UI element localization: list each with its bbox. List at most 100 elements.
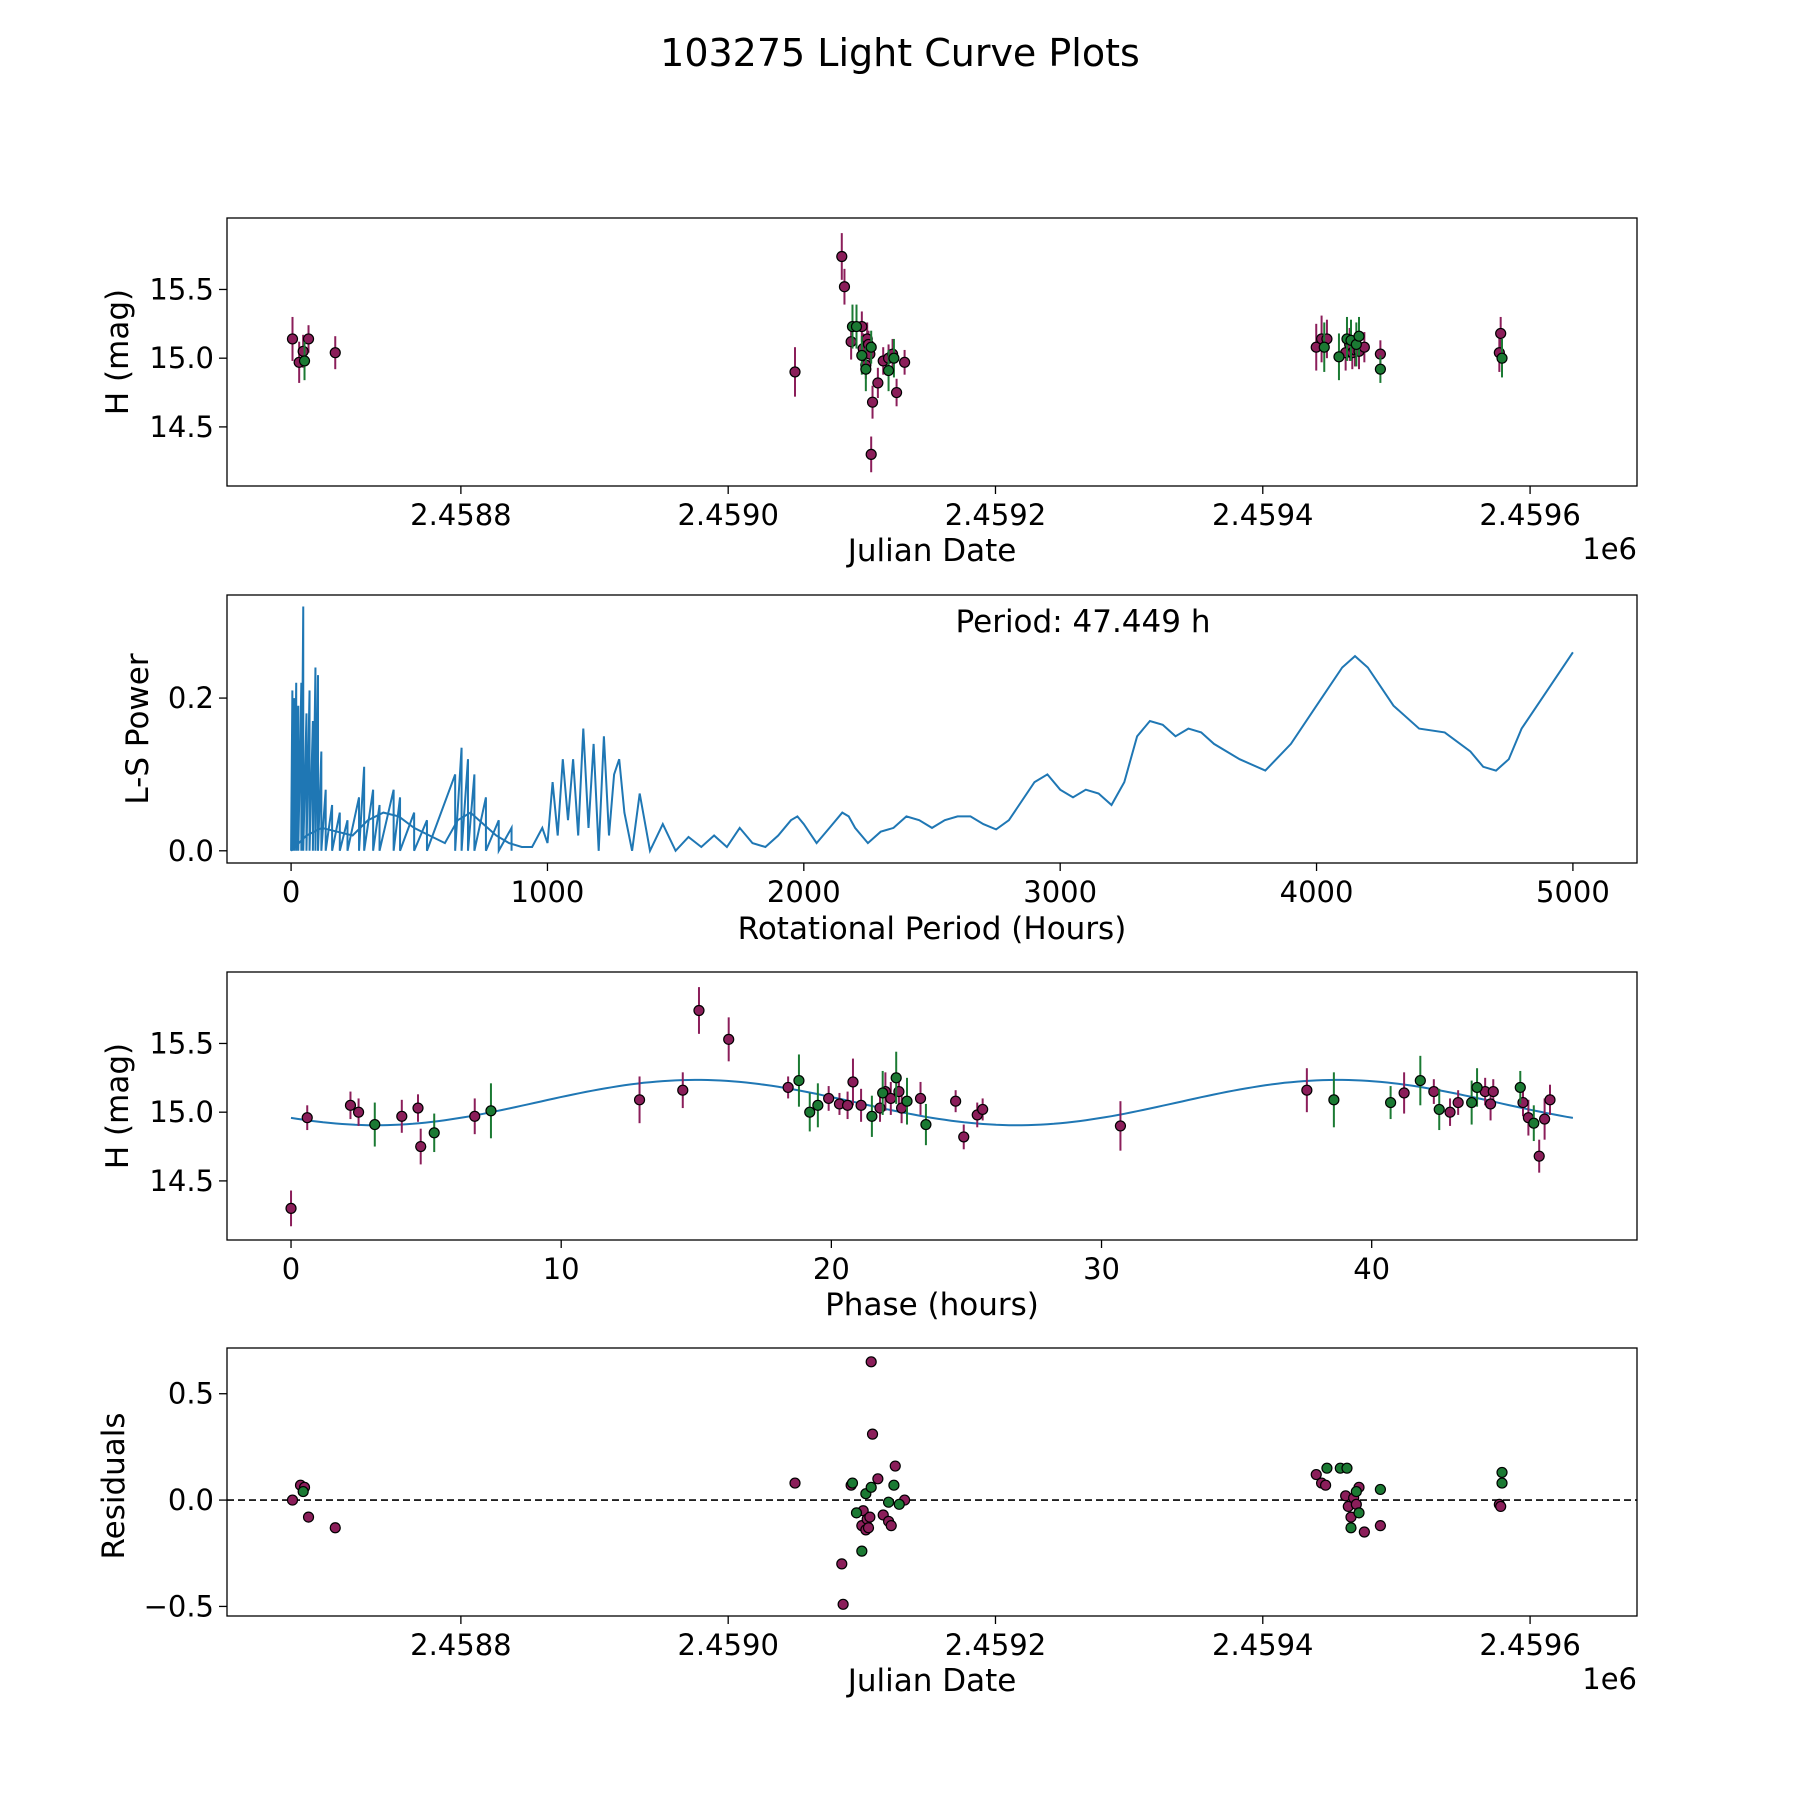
data-point-r [1301,1084,1313,1096]
data-point-r [841,1099,854,1111]
data-point-g [1333,351,1345,363]
data-point-g [485,1105,497,1117]
x-tick-label: 2000 [767,875,841,909]
data-point-g [298,355,311,367]
data-point-g [1466,1096,1478,1109]
x-tick-label: 2.4596 [1479,1628,1580,1662]
data-point-r [677,1084,689,1096]
y-tick-label: 15.0 [149,1095,214,1129]
data-point-g [1341,1462,1353,1474]
data-point-r [890,386,903,399]
data-point-r [344,1099,357,1111]
data-point-r [329,1522,341,1534]
data-point-g [865,1481,877,1493]
data-point-r [1374,1520,1386,1532]
data-point-r [396,1110,408,1122]
data-point-r [352,1106,365,1118]
data-point-g [1471,1081,1483,1094]
data-point-r [862,1522,875,1534]
x-tick-label: 5000 [1536,875,1610,909]
x-tick-label: 2.4592 [945,1628,1046,1662]
data-point-r [1310,1468,1322,1481]
x-tick-label: 3000 [1023,875,1097,909]
periodogram-frame [226,594,1638,864]
data-point-r [836,250,848,263]
data-point-g [1345,1522,1357,1534]
data-point-r [1319,1479,1332,1491]
x-tick-label: 2.4588 [410,498,511,532]
periodogram-axes: 0 1000 2000 3000 4000 5000 0.0 0.2 [168,681,1610,909]
x-tick-label: 20 [813,1252,850,1286]
data-point-r [1452,1096,1464,1109]
residuals-frame [226,1347,1638,1617]
data-point-r [866,1428,879,1440]
data-point-r [469,1110,481,1122]
data-point-r [302,333,315,345]
data-point-r [1533,1150,1545,1162]
data-point-r [1495,1500,1507,1513]
x-tick-label: 4000 [1280,875,1354,909]
data-point-r [865,1356,877,1368]
data-point-r [977,1103,989,1116]
data-point-g [860,363,872,375]
data-point-r [1114,1120,1127,1132]
x-tick-label: 2.4588 [410,1628,511,1662]
lightcurve-axes: 2.4588 2.4590 2.4592 2.4594 2.4596 14.5 15.0 15… [149,272,1580,532]
data-point-g [1318,341,1330,353]
data-point-g [1353,1507,1365,1519]
residuals-x-axis-title: Julian Date [846,1663,1017,1699]
data-point-g [888,352,900,364]
y-tick-label: 0.0 [168,1483,214,1517]
lightcurve-offset-label: 1e6 [1582,532,1637,566]
data-point-r [1539,1113,1551,1125]
y-tick-label: 15.5 [149,272,214,306]
y-tick-label: 15.0 [149,341,214,375]
periodogram-x-axis-title: Rotational Period (Hours) [738,911,1127,947]
data-point-g [804,1106,816,1118]
x-tick-label: 30 [1083,1252,1120,1286]
phased-y-axis-title: H (mag) [100,1043,136,1169]
data-point-r [899,356,911,368]
data-point-g [1496,1466,1508,1479]
data-point-r [286,333,299,345]
residuals-plot-area [227,1356,1637,1610]
x-tick-label: 10 [543,1252,580,1286]
data-point-r [889,1460,901,1472]
data-point-r [412,1102,424,1114]
periodogram-panel: 0 1000 2000 3000 4000 5000 0.0 0.2 Period: 47.4… [120,594,1638,947]
y-tick-label: 14.5 [149,410,214,444]
data-point-r [914,1092,927,1105]
data-point-g [1321,1462,1333,1474]
data-point-g [812,1099,824,1111]
data-point-r [1358,1526,1370,1538]
x-tick-label: 2.4590 [677,498,778,532]
y-tick-label: −0.5 [144,1589,214,1623]
data-point-r [872,377,884,389]
data-point-r [415,1140,427,1153]
data-point-r [823,1092,835,1105]
lightcurve-panel: 2.4588 2.4590 2.4592 2.4594 2.4596 14.5 15.0 15… [100,217,1638,569]
data-point-r [1444,1106,1456,1118]
period-annotation: Period: 47.449 h [956,604,1211,640]
x-tick-label: 2.4596 [1479,498,1580,532]
data-point-r [1428,1085,1440,1098]
data-point-r [958,1131,970,1143]
data-point-r [302,1511,315,1523]
data-point-g [1528,1117,1540,1129]
data-point-r [782,1081,794,1094]
data-point-r [847,1076,859,1088]
data-point-g [850,1507,863,1519]
data-point-r [1484,1098,1497,1110]
data-point-r [950,1095,962,1107]
y-tick-label: 0.2 [168,681,214,715]
model-curve [290,1078,1574,1127]
data-point-g [428,1127,440,1139]
phased-axes: 0 10 20 30 40 14.5 15.0 15.5 [149,1026,1390,1286]
data-point-g [1328,1094,1340,1106]
x-tick-label: 2.4594 [1212,498,1313,532]
data-point-r [885,1520,897,1532]
data-point-g [793,1074,805,1087]
x-tick-label: 40 [1353,1252,1390,1286]
data-point-g [882,1496,895,1508]
